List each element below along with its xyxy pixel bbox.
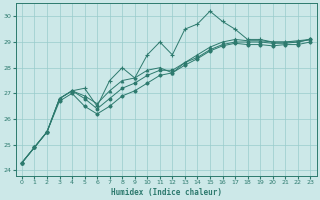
X-axis label: Humidex (Indice chaleur): Humidex (Indice chaleur) [111, 188, 221, 197]
